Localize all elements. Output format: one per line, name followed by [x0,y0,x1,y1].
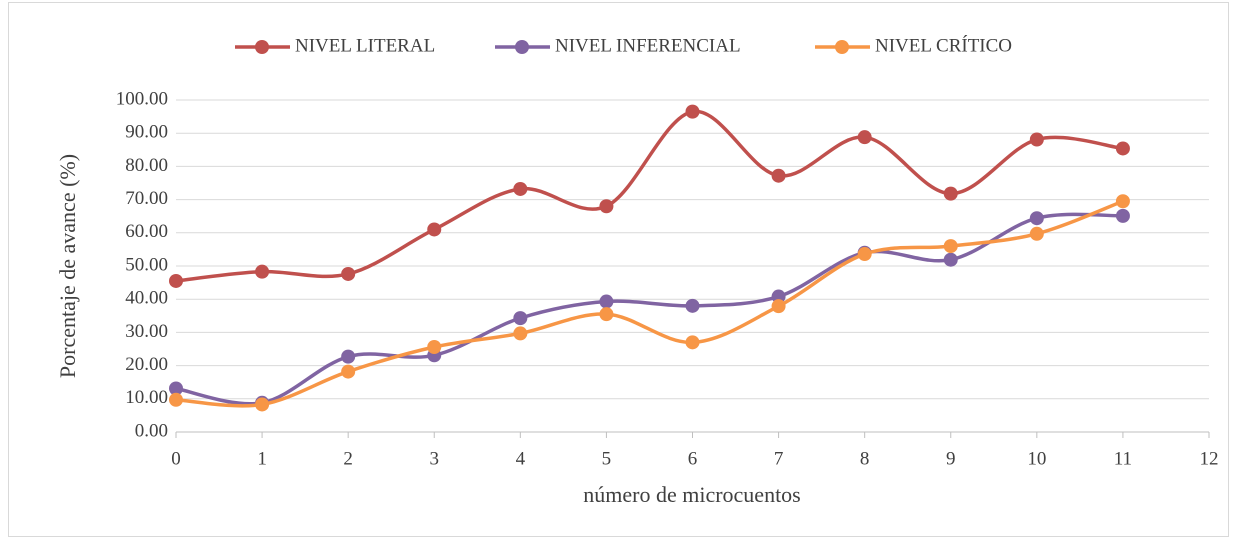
legend-label: NIVEL LITERAL [295,35,435,56]
chart-frame [8,2,1229,537]
x-tick-label: 12 [1200,448,1219,469]
point [599,294,614,309]
point [943,186,958,201]
point [341,364,356,379]
point [771,289,786,304]
y-tick-label: 80.00 [125,155,168,176]
y-tick-label: 70.00 [125,188,168,209]
legend-label: NIVEL CRÍTICO [875,34,1012,56]
x-tick-label: 4 [516,448,526,469]
point [427,340,442,355]
x-tick-label: 5 [602,448,612,469]
point [685,335,700,350]
point [427,222,442,237]
point [857,247,872,262]
point [943,239,958,254]
legend-label: NIVEL INFERENCIAL [555,35,741,56]
y-tick-label: 50.00 [125,254,168,275]
point [1029,132,1044,147]
y-tick-label: 30.00 [125,321,168,342]
x-axis-label: número de microcuentos [583,482,801,507]
x-tick-label: 9 [946,448,956,469]
x-tick-label: 2 [343,448,353,469]
point [599,307,614,322]
point [771,168,786,183]
point [857,130,872,145]
point [169,381,183,396]
x-tick-label: 6 [688,448,698,469]
point [255,397,270,412]
x-tick-label: 11 [1114,448,1132,469]
point [255,264,270,279]
point [341,349,356,364]
point [513,311,528,326]
point [771,299,786,314]
point [169,392,183,407]
x-tick-label: 10 [1027,448,1046,469]
y-tick-label: 20.00 [125,354,168,375]
y-tick-label: 40.00 [125,288,168,309]
y-axis-label: Porcentaje de avance (%) [55,154,80,378]
point [685,104,700,119]
point [1115,141,1130,156]
y-tick-label: 90.00 [125,122,168,143]
legend-marker [835,40,849,54]
point [599,199,614,214]
y-tick-label: 0.00 [135,420,168,441]
y-tick-label: 60.00 [125,221,168,242]
point [1115,194,1130,209]
y-tick-label: 100.00 [116,88,168,109]
point [943,252,958,267]
point [341,266,356,281]
point [1115,208,1130,223]
legend-marker [515,40,529,54]
y-tick-label: 10.00 [125,387,168,408]
x-tick-label: 7 [774,448,784,469]
legend-marker [255,40,269,54]
point [1029,226,1044,241]
x-tick-label: 1 [257,448,267,469]
x-tick-label: 8 [860,448,870,469]
point [685,298,700,313]
point [513,326,528,341]
x-tick-label: 0 [171,448,181,469]
x-tick-label: 3 [430,448,440,469]
point [1029,211,1044,226]
point [513,181,528,196]
series-line [175,199,1124,408]
point [169,273,183,288]
